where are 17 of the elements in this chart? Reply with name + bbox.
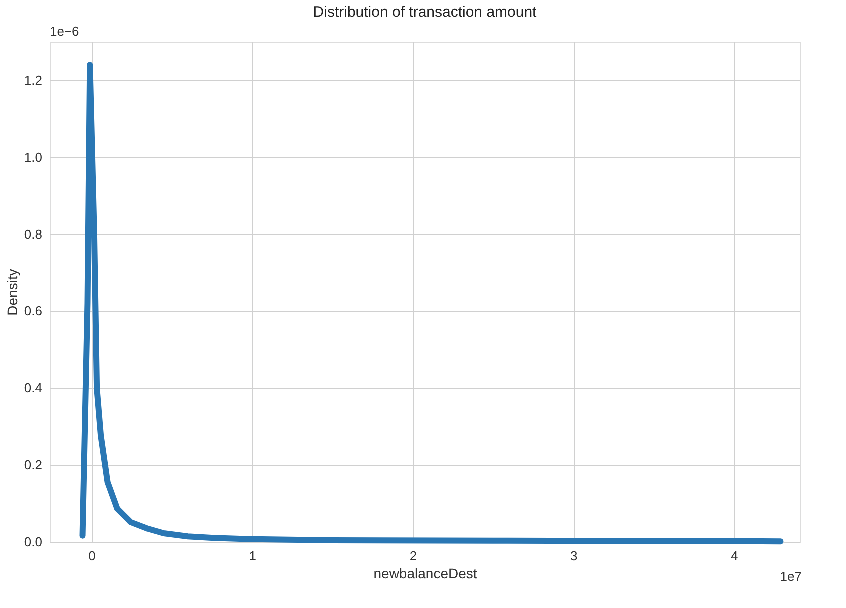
- y-axis-title: Density: [4, 269, 20, 316]
- y-tick-label: 0.2: [24, 458, 42, 473]
- x-tick-label: 1: [249, 548, 256, 564]
- x-tick-label: 0: [88, 548, 96, 564]
- text: 1e−6: [50, 24, 80, 39]
- y-tick-label: 1.2: [24, 72, 42, 88]
- x-axis-title: newbalanceDest: [374, 566, 478, 582]
- y-tick-label: 0.0: [24, 534, 42, 550]
- x-tick-label: 4: [731, 548, 738, 564]
- y-tick-label: 0.8: [24, 226, 42, 242]
- chart-title: Distribution of transaction amount: [313, 4, 538, 21]
- y-tick-label: 0.4: [24, 380, 42, 396]
- x-tick-label: 2: [410, 548, 418, 564]
- y-tick-label: 1.0: [24, 150, 42, 165]
- y-tick-label: 0.6: [24, 304, 42, 319]
- text: 1e7: [780, 569, 802, 584]
- x-tick-label: 3: [570, 548, 578, 564]
